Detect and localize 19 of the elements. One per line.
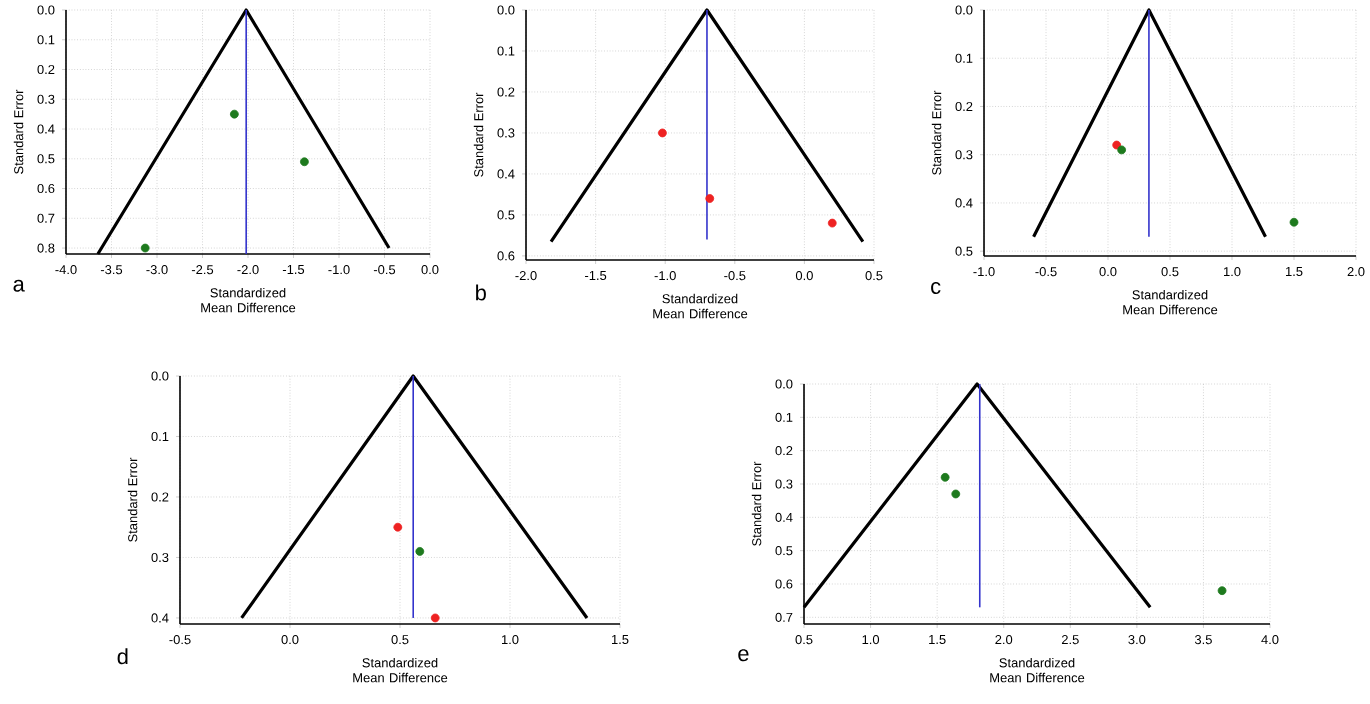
point [415, 547, 425, 556]
point [430, 613, 440, 623]
point [1217, 586, 1227, 596]
point [229, 109, 239, 119]
point [705, 194, 715, 203]
point [1289, 217, 1299, 227]
point [140, 243, 150, 253]
text: c [931, 281, 941, 294]
point [827, 218, 837, 228]
text: a [13, 279, 25, 292]
point [393, 522, 403, 532]
point [658, 128, 667, 138]
point [1117, 145, 1127, 155]
text: b [476, 284, 486, 301]
point [940, 472, 950, 482]
text: e [738, 649, 749, 662]
point [300, 157, 309, 167]
text: d [117, 648, 128, 665]
point [951, 489, 961, 499]
